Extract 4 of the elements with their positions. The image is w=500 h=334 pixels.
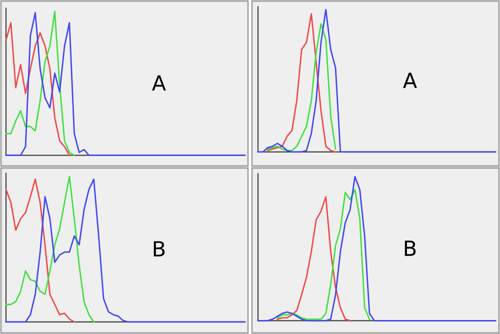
annotation: A: [403, 72, 417, 88]
annotation: A: [152, 75, 166, 91]
annotation: B: [404, 240, 416, 256]
annotation: B: [154, 241, 165, 256]
